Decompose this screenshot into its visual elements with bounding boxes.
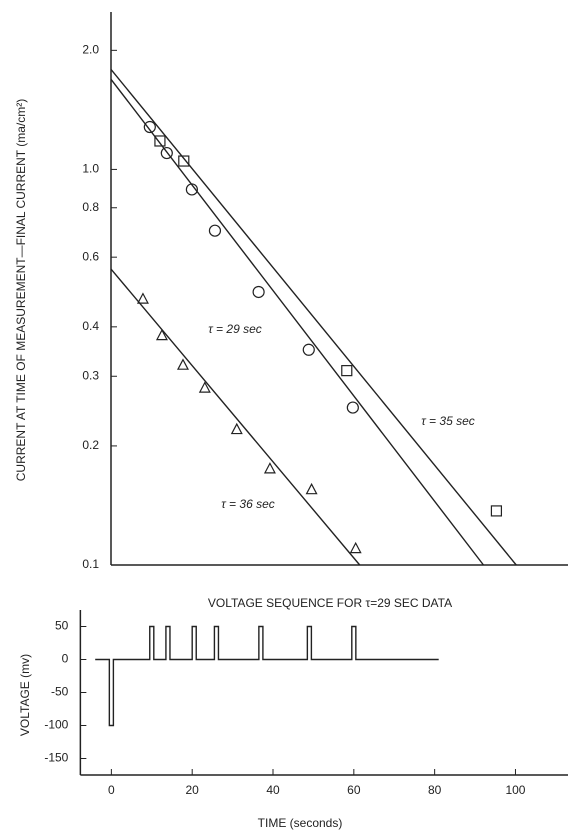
y-tick-label: 1.0	[82, 162, 99, 176]
data-point	[302, 343, 315, 356]
x-tick-label: 0	[108, 783, 115, 797]
data-point	[155, 328, 168, 341]
x-tick-label: 80	[428, 783, 442, 797]
data-point	[176, 358, 189, 370]
data-point	[305, 482, 318, 495]
y-tick-label: 0.8	[82, 200, 99, 214]
data-point	[341, 365, 353, 377]
y-tick-label: 0.1	[82, 557, 99, 571]
y-tick-label: 0.2	[82, 438, 99, 452]
data-point	[263, 462, 276, 474]
y-tick-label: 0	[62, 652, 69, 666]
y-axis-label: CURRENT AT TIME OF MEASUREMENT—FINAL CUR…	[14, 99, 28, 481]
x-tick-label: 20	[186, 783, 200, 797]
data-line	[110, 78, 485, 566]
data-point	[346, 401, 359, 414]
data-line	[95, 625, 439, 727]
x-axis-label: TIME (seconds)	[258, 816, 343, 830]
data-point	[136, 292, 149, 304]
data-point	[143, 120, 156, 134]
y-tick-label: 50	[55, 619, 69, 633]
y-tick-label: 0.4	[82, 319, 99, 333]
data-point	[208, 224, 222, 237]
data-line	[110, 68, 517, 566]
line-annotation: τ = 29 sec	[208, 322, 262, 336]
x-tick-label: 100	[505, 783, 525, 797]
y-tick-label: -50	[51, 685, 69, 699]
y-tick-label: 0.3	[82, 368, 99, 382]
data-point	[230, 422, 243, 435]
data-point	[178, 155, 190, 167]
data-point	[160, 146, 173, 160]
data-point	[154, 135, 166, 147]
data-line	[110, 268, 361, 566]
y-tick-label: 0.6	[82, 249, 99, 263]
data-point	[349, 541, 362, 554]
x-tick-label: 60	[347, 783, 361, 797]
y-axis-label: VOLTAGE (mv)	[18, 654, 32, 736]
line-annotation: τ = 36 sec	[221, 497, 275, 511]
line-annotation: τ = 35 sec	[421, 414, 475, 428]
y-tick-label: -150	[44, 751, 68, 765]
data-point	[198, 381, 211, 393]
y-tick-label: 2.0	[82, 43, 99, 57]
x-tick-label: 40	[266, 783, 280, 797]
data-point	[490, 505, 503, 517]
y-tick-label: -100	[44, 718, 68, 732]
data-point	[252, 285, 265, 299]
chart-title: VOLTAGE SEQUENCE FOR τ=29 SEC DATA	[208, 596, 452, 610]
